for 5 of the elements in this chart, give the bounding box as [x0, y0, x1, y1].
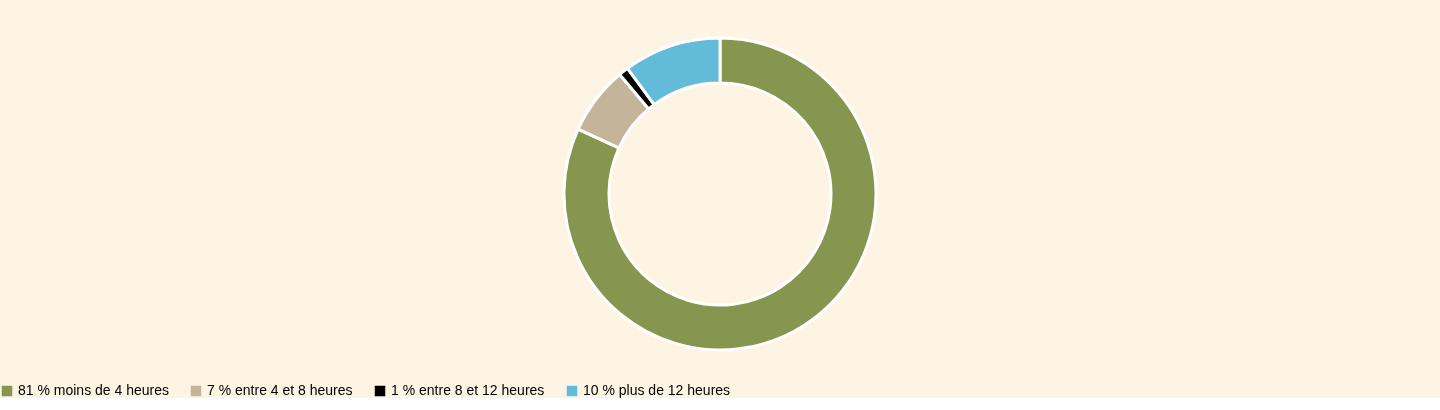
donut-slice [562, 36, 878, 352]
legend-label: 1 % entre 8 et 12 heures [391, 382, 545, 398]
legend-label: 10 % plus de 12 heures [583, 382, 731, 398]
legend-label: 81 % moins de 4 heures [18, 382, 169, 398]
legend-label: 7 % entre 4 et 8 heures [207, 382, 353, 398]
